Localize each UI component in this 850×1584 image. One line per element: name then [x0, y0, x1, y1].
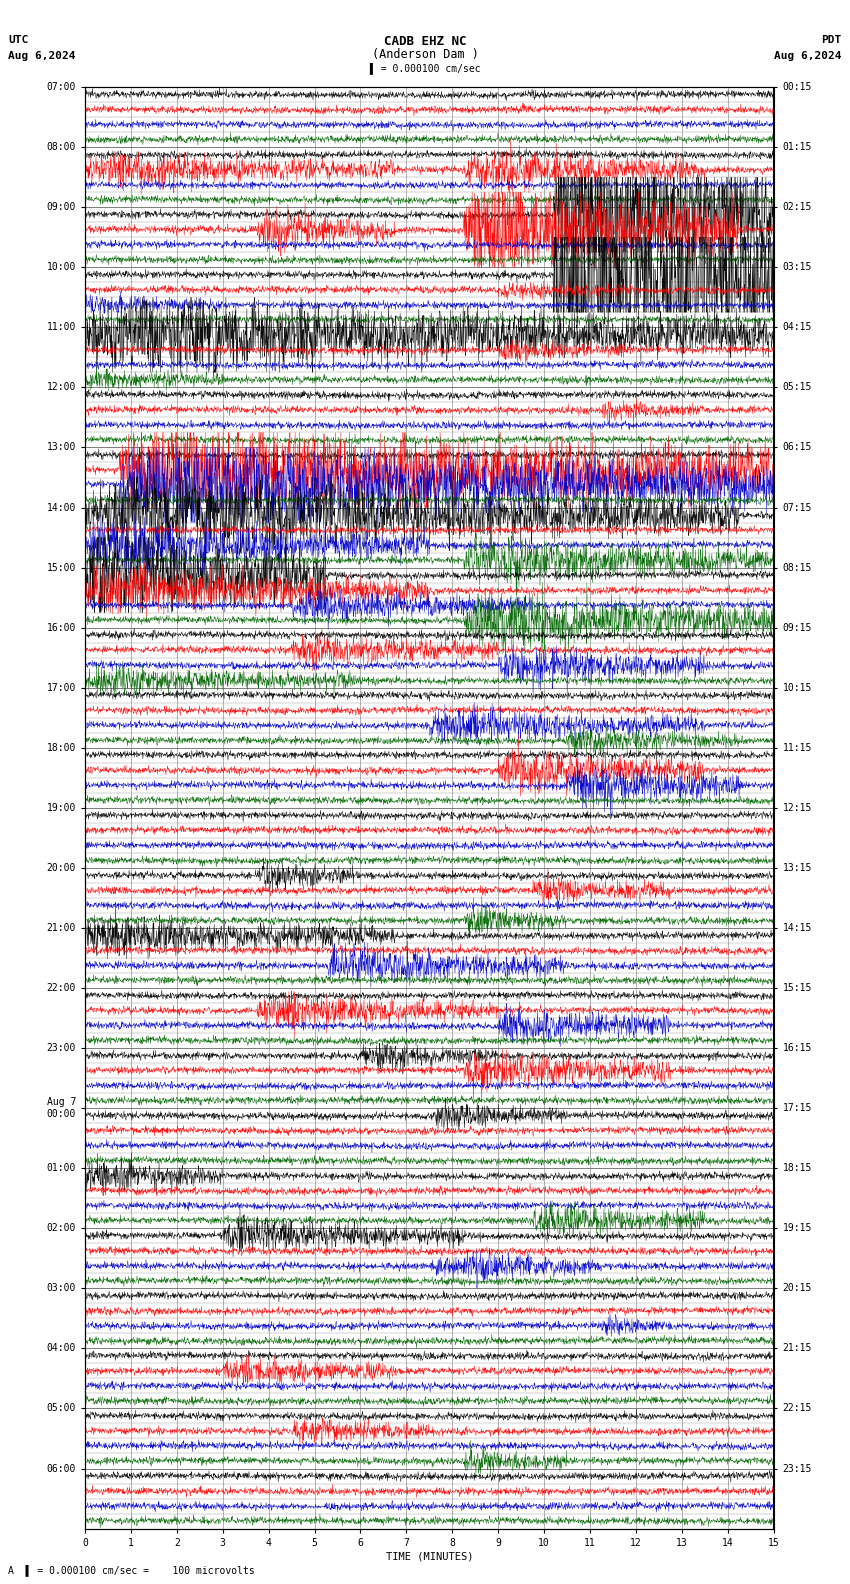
Text: UTC: UTC [8, 35, 29, 44]
Text: Aug 6,2024: Aug 6,2024 [774, 51, 842, 60]
Text: (Anderson Dam ): (Anderson Dam ) [371, 48, 479, 60]
Text: CADB EHZ NC: CADB EHZ NC [383, 35, 467, 48]
Text: ▌ = 0.000100 cm/sec: ▌ = 0.000100 cm/sec [369, 62, 481, 73]
X-axis label: TIME (MINUTES): TIME (MINUTES) [386, 1552, 473, 1562]
Text: A  ▌ = 0.000100 cm/sec =    100 microvolts: A ▌ = 0.000100 cm/sec = 100 microvolts [8, 1565, 255, 1576]
Text: PDT: PDT [821, 35, 842, 44]
Text: Aug 6,2024: Aug 6,2024 [8, 51, 76, 60]
